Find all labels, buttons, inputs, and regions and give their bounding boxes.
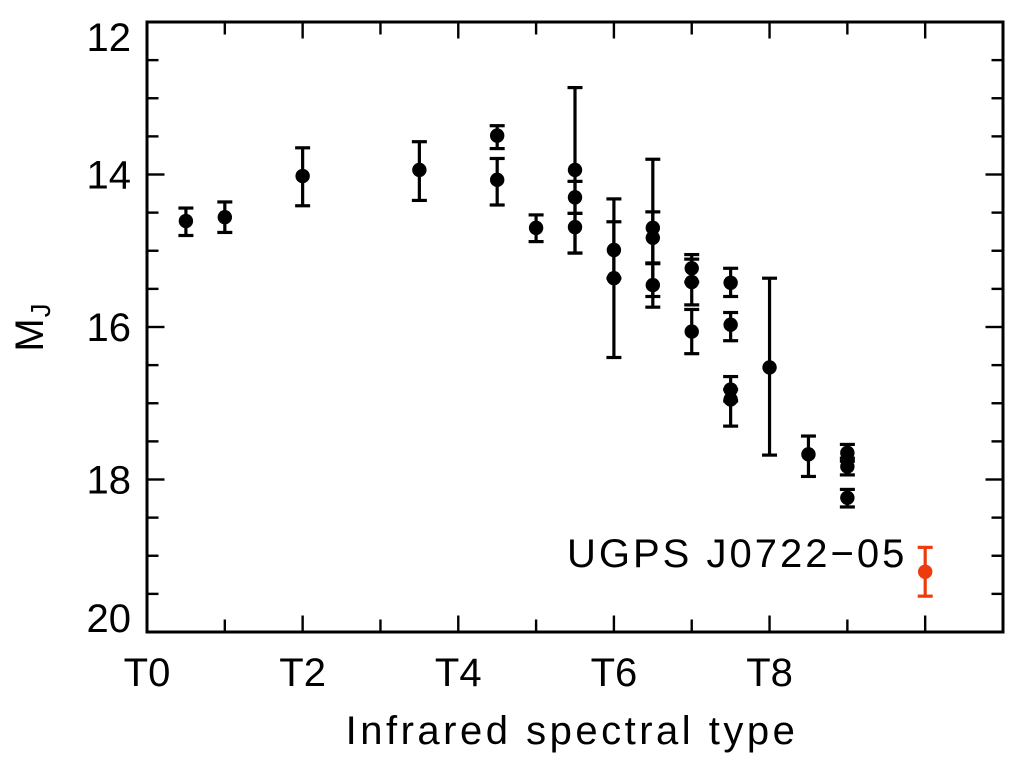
target-annotation: UGPS J0722−05	[567, 532, 908, 576]
y-tick-label: 18	[87, 459, 132, 503]
data-point	[489, 172, 505, 188]
data-point	[684, 274, 699, 290]
data-point	[489, 128, 505, 143]
data-point	[684, 261, 699, 276]
x-tick-label: T2	[279, 651, 326, 695]
x-tick-label: T0	[124, 651, 171, 695]
data-point	[567, 162, 583, 178]
plot-box	[145, 20, 1005, 634]
x-tick-label: T4	[435, 651, 482, 695]
x-axis-label: Infrared spectral type	[345, 709, 799, 753]
data-point	[606, 271, 622, 286]
data-point	[217, 210, 233, 225]
data-point	[412, 162, 427, 178]
y-axis-label-subscript: J	[25, 303, 56, 318]
x-tick-label: T6	[591, 651, 638, 695]
data-point	[723, 392, 738, 407]
data-point	[606, 242, 622, 258]
data-point	[840, 445, 855, 461]
data-point	[723, 382, 738, 397]
y-axis-label-base: M	[8, 318, 52, 352]
y-tick-label: 14	[87, 154, 132, 198]
data-point	[762, 360, 777, 375]
data-point	[723, 275, 738, 290]
y-tick-label: 12	[87, 16, 132, 60]
data-point	[645, 230, 661, 245]
data-point	[684, 324, 699, 339]
y-tick-label: 16	[87, 306, 132, 350]
data-point	[567, 190, 583, 205]
data-point	[528, 220, 544, 236]
data-point	[801, 447, 816, 462]
data-point	[840, 490, 855, 505]
data-point	[178, 213, 194, 229]
data-point	[840, 459, 855, 474]
data-point	[645, 277, 661, 293]
data-point	[917, 564, 933, 579]
y-tick-label: 20	[87, 597, 132, 641]
data-point	[723, 317, 738, 332]
x-tick-label: T8	[746, 651, 793, 695]
data-point	[295, 168, 310, 184]
y-axis-label: MJ	[8, 280, 56, 376]
data-point	[645, 220, 661, 236]
data-point	[567, 219, 583, 235]
